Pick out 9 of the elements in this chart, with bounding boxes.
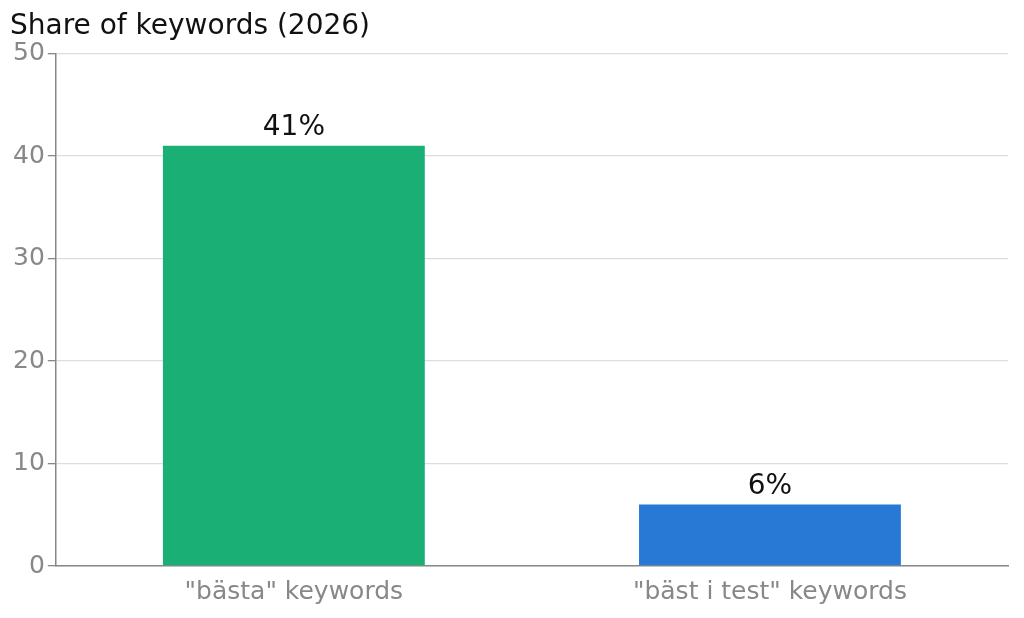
y-tick-label: 20	[13, 344, 45, 374]
x-tick-label: "bästa" keywords	[184, 575, 404, 605]
y-tick-label: 30	[13, 242, 45, 272]
y-tick-label: 10	[13, 447, 45, 477]
data-label: 6%	[747, 467, 793, 501]
x-tick-label: "bäst i test" keywords	[632, 575, 907, 605]
y-tick-label: 0	[28, 549, 45, 579]
y-tick-label: 40	[13, 139, 45, 169]
data-label: 41%	[262, 109, 325, 143]
